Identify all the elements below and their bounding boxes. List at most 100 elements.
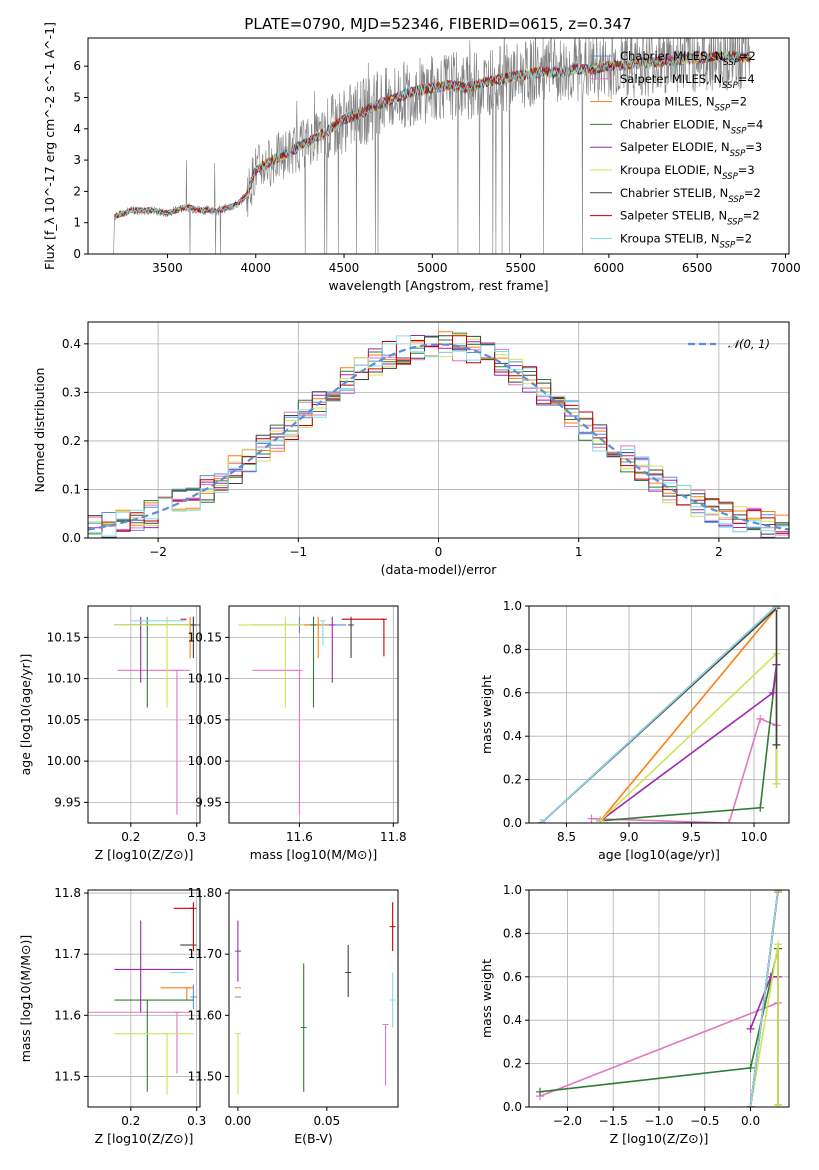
x-tick-label: 1 [575,545,583,559]
x-axis-label: age [log10(age/yr)] [598,847,720,862]
x-tick-label: 6500 [682,261,713,275]
normal-curve [88,343,789,531]
x-tick-label: 5500 [505,261,536,275]
y-tick-label: 0.4 [503,1013,522,1027]
x-tick-label: −2.0 [553,1114,582,1128]
y-tick-label: 10.10 [188,672,222,686]
y-tick-label: 11.60 [188,1008,222,1022]
mass-weight-line [749,890,779,1107]
y-tick-label: 1.0 [503,599,522,613]
y-tick-label: 11.70 [188,947,222,961]
mass-weight-line [540,606,778,823]
y-tick-label: 5 [73,90,81,104]
figure-title: PLATE=0790, MJD=52346, FIBERID=0615, z=0… [244,15,631,33]
plot-area [113,38,751,254]
mass-weight-line [539,1002,779,1097]
mass-weight-marker [774,940,783,949]
x-tick-label: 9.5 [682,830,701,844]
y-tick-label: 6 [73,59,81,73]
y-tick-label: 10.05 [47,713,81,727]
y-tick-label: 9.95 [195,795,222,809]
mass-weight-marker [772,740,781,749]
mass-weight-marker [537,819,546,823]
legend-label: Salpeter ELODIE, NSSP=3 [620,140,762,159]
axes-frame [87,37,790,255]
mass-weight-marker [756,803,765,812]
mass-weight-marker [596,816,605,823]
legend-label: Kroupa MILES, NSSP=2 [620,95,747,114]
y-tick-label: 0.4 [503,729,522,743]
x-axis-label: mass [log10(M/M⊙)] [250,847,378,862]
y-tick-label: 2 [73,184,81,198]
mass-weight-marker [768,688,777,697]
x-tick-label: 5000 [417,261,448,275]
y-tick-label: 0.8 [503,926,522,940]
x-tick-label: 0.05 [313,1114,340,1128]
x-tick-label: 0.00 [225,1114,252,1128]
x-tick-label: 0.0 [741,1114,760,1128]
legend-label: Chabrier ELODIE, NSSP=4 [620,117,763,136]
mass-weight-marker [772,606,781,610]
mass-weight-marker [746,1103,755,1107]
mass-weight-marker [772,779,781,788]
x-axis-label: Z [log10(Z/Z⊙)] [95,847,194,862]
axes-frame [528,605,790,824]
y-tick-label: 0.2 [62,434,81,448]
x-tick-label: 2 [715,545,723,559]
mass-weight-marker [746,1024,755,1033]
y-tick-label: 10.00 [188,754,222,768]
model-spectrum-kroupa-elodie [114,51,751,217]
x-axis-label: Z [log10(Z/Z⊙)] [95,1131,194,1146]
mass-weight-marker [587,814,596,823]
mass-weight-marker [766,972,775,981]
histogram-kroupa-stelib [88,335,789,538]
y-tick-label: 11.7 [54,947,81,961]
y-tick-label: 10.15 [47,630,81,644]
x-tick-label: 11.8 [380,830,407,844]
x-tick-label: 11.6 [286,830,313,844]
mass-weight-marker [535,1087,544,1096]
axes-2: 0.2 0.3 9.95 10.00 10.05 10.10 10.15 Z [log10(Z… [18,605,206,862]
plot-area [238,616,387,815]
x-tick-label: −2 [149,545,167,559]
y-tick-label: 1.0 [503,883,522,897]
y-axis-label: mass [log10(M/M⊙)] [18,935,33,1063]
axes-frame [228,605,399,824]
x-axis-label: Z [log10(Z/Z⊙)] [610,1131,709,1146]
x-tick-label: 0.3 [187,1114,206,1128]
legend-label: Kroupa STELIB, NSSP=2 [620,231,752,250]
y-tick-label: 9.95 [54,795,81,809]
y-tick-label: 10.00 [47,754,81,768]
model-spectrum-kroupa-stelib [114,51,751,220]
x-tick-label: 6000 [594,261,625,275]
mass-weight-line [749,944,779,1107]
x-tick-label: 0.2 [121,830,140,844]
y-tick-label: 10.05 [188,713,222,727]
y-tick-label: 0.6 [503,970,522,984]
plot-area [535,890,783,1107]
axes-frame [87,605,201,824]
axes-0: 3500 4000 4500 5000 5500 6000 6500 7000 0 1 2 3 4 5 6 w… [42,22,801,293]
plot-area [88,902,197,1095]
axes-4: 8.5 9.0 9.5 10.0 0.0 0.2 0.4 0.6 0.8 1.0 age [log1… [479,599,790,862]
y-tick-label: 10.10 [47,672,81,686]
x-tick-label: 4500 [329,261,360,275]
y-tick-label: 0.2 [503,773,522,787]
x-axis-label: (data-model)/error [381,562,498,577]
y-tick-label: 0.0 [503,1100,522,1114]
y-tick-label: 0.2 [503,1057,522,1071]
y-tick-label: 0.4 [62,337,81,351]
y-tick-label: 0.0 [503,816,522,830]
x-tick-label: 4000 [240,261,271,275]
plot-area [537,606,781,823]
x-tick-label: −1.5 [599,1114,628,1128]
mass-weight-line [599,651,778,822]
axes-frame [87,889,201,1108]
y-tick-label: 11.6 [54,1008,81,1022]
y-tick-label: 0.0 [62,531,81,545]
x-tick-label: 0 [435,545,443,559]
legend-label: Salpeter STELIB, NSSP=2 [620,209,760,228]
y-tick-label: 0.1 [62,482,81,496]
axes-7: −2.0 −1.5 −1.0 −0.5 0.0 0.0 0.2 0.4 0.6 0.8 1.0 Z [… [479,883,790,1146]
